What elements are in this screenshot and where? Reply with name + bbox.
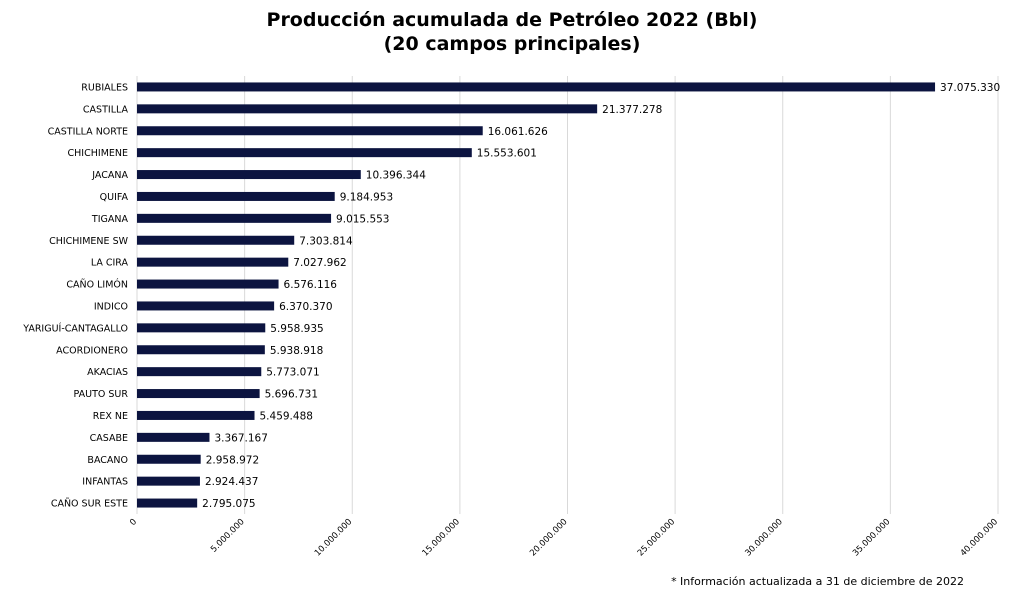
value-label: 6.576.116 xyxy=(284,279,338,291)
value-label: 2.958.972 xyxy=(206,454,259,466)
value-label: 2.924.437 xyxy=(205,476,258,488)
bars xyxy=(137,82,936,508)
bar xyxy=(137,170,361,180)
category-label: JACANA xyxy=(91,170,128,181)
category-label: QUIFA xyxy=(100,192,129,203)
bar xyxy=(137,104,598,114)
bar xyxy=(137,389,260,399)
category-label: REX NE xyxy=(93,411,128,422)
x-tick-label: 40.000.000 xyxy=(959,517,1000,558)
value-label: 9.184.953 xyxy=(340,191,393,203)
value-label: 2.795.075 xyxy=(202,498,255,510)
bar xyxy=(137,191,335,201)
value-label: 9.015.553 xyxy=(336,213,389,225)
x-tick-label: 35.000.000 xyxy=(851,517,892,558)
bar xyxy=(137,213,332,223)
bar xyxy=(137,432,210,442)
value-label: 5.459.488 xyxy=(260,410,313,422)
x-tick-label: 5.000.000 xyxy=(209,517,247,555)
category-label: INFANTAS xyxy=(82,477,128,488)
value-label: 15.553.601 xyxy=(477,148,537,160)
category-label: CASTILLA xyxy=(83,104,129,115)
bar xyxy=(137,498,198,508)
value-label: 7.303.814 xyxy=(299,235,353,247)
bar xyxy=(137,148,472,158)
x-tick-label: 15.000.000 xyxy=(421,517,462,558)
value-label: 37.075.330 xyxy=(940,82,1000,94)
x-tick-label: 30.000.000 xyxy=(743,517,784,558)
value-labels: 37.075.330 21.377.278 16.061.626 15.553.601… xyxy=(202,82,1000,510)
chart-subtitle: (20 campos principales) xyxy=(383,33,641,55)
value-label: 16.061.626 xyxy=(488,126,548,138)
x-tick-label: 25.000.000 xyxy=(636,517,677,558)
value-label: 21.377.278 xyxy=(602,104,662,116)
value-label: 5.773.071 xyxy=(266,367,319,379)
bar xyxy=(137,301,275,311)
bar xyxy=(137,476,200,486)
bar xyxy=(137,257,289,267)
x-tick-label: 20.000.000 xyxy=(528,517,569,558)
footnote: * Información actualizada a 31 de diciem… xyxy=(671,575,964,588)
value-label: 5.938.918 xyxy=(270,345,323,357)
category-labels: RUBIALES CASTILLA CASTILLA NORTE CHICHIMENE… xyxy=(22,82,128,509)
bar xyxy=(137,235,295,245)
value-label: 10.396.344 xyxy=(366,170,426,182)
value-label: 7.027.962 xyxy=(293,257,346,269)
chart-title-line1: Producción acumulada de Petróleo 2022 (B… xyxy=(266,9,758,31)
bar xyxy=(137,126,483,136)
category-label: BACANO xyxy=(87,455,128,466)
grid-lines xyxy=(136,76,999,514)
value-label: 6.370.370 xyxy=(279,301,332,313)
category-label: CAÑO SUR ESTE xyxy=(51,499,128,510)
bar xyxy=(137,410,255,420)
category-label: PAUTO SUR xyxy=(74,389,129,400)
category-label: CHICHIMENE SW xyxy=(49,236,129,247)
category-label: CAÑO LIMÓN xyxy=(66,279,128,291)
category-label: YARIGUÍ-CANTAGALLO xyxy=(22,322,128,334)
category-label: ACORDIONERO xyxy=(56,345,128,356)
category-label: CHICHIMENE xyxy=(68,148,128,159)
category-label: INDICO xyxy=(94,301,128,312)
value-label: 5.958.935 xyxy=(270,323,323,335)
value-label: 3.367.167 xyxy=(214,432,267,444)
category-label: TIGANA xyxy=(91,214,129,225)
bar xyxy=(137,345,265,355)
category-label: LA CIRA xyxy=(91,258,129,269)
bar xyxy=(137,454,201,464)
category-label: CASTILLA NORTE xyxy=(48,126,128,137)
chart-title: Producción acumulada de Petróleo 2022 (B… xyxy=(0,8,1024,56)
bar xyxy=(137,279,279,289)
category-label: RUBIALES xyxy=(81,82,128,93)
value-label: 5.696.731 xyxy=(265,389,318,401)
x-tick-label: 0 xyxy=(128,517,139,528)
category-label: AKACIAS xyxy=(87,367,128,378)
bar xyxy=(137,323,266,333)
x-tick-label: 10.000.000 xyxy=(313,517,354,558)
bar xyxy=(137,367,262,377)
bar xyxy=(137,82,936,92)
x-axis-tick-labels: 0 5.000.000 10.000.000 15.000.000 20.000.000… xyxy=(128,517,1000,558)
category-label: CASABE xyxy=(90,433,128,444)
